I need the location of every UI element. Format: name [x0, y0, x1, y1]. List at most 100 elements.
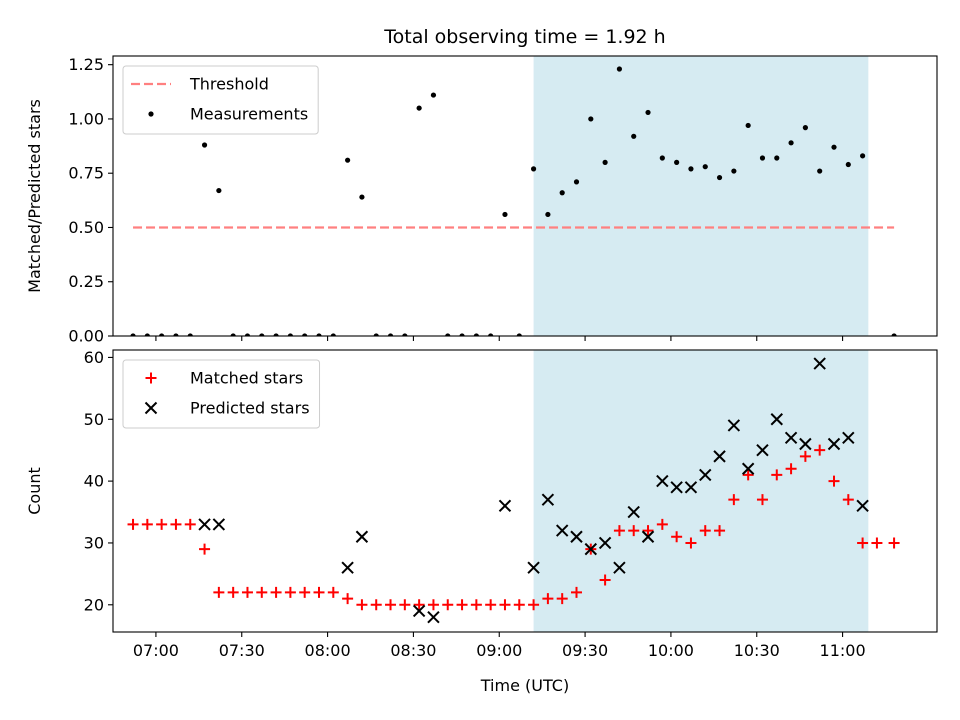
data-point: [341, 561, 354, 574]
x-tick-label: 10:00: [648, 641, 694, 660]
data-point: [702, 164, 708, 170]
data-point: [741, 462, 755, 475]
legend-label: Threshold: [189, 75, 269, 94]
chart-title: Total observing time = 1.92 h: [383, 26, 665, 48]
data-point: [570, 530, 583, 543]
legend: Matched stars Predicted stars: [122, 359, 321, 429]
x-tick-label: 07:30: [219, 641, 265, 660]
legend-marker: [148, 111, 154, 117]
data-point: [399, 599, 411, 611]
data-point: [659, 155, 665, 161]
data-point: [270, 586, 282, 598]
data-point: [430, 92, 437, 98]
data-point: [713, 450, 726, 463]
data-point: [316, 333, 322, 336]
x-tick-label: 09:30: [562, 641, 608, 660]
data-point: [571, 586, 582, 598]
panel-2: 07:00 07:30 08:00 08:30 09:00 09:30 10:00 10:30…: [25, 348, 938, 695]
data-point: [427, 610, 440, 624]
shaded-region: [533, 350, 869, 632]
data-point: [256, 586, 268, 598]
data-point: [127, 518, 139, 530]
data-point: [616, 66, 623, 72]
data-point: [427, 599, 439, 611]
data-point: [201, 142, 208, 148]
data-point: [528, 599, 540, 611]
data-point: [413, 599, 425, 611]
series-measurements: [130, 66, 897, 336]
data-point: [631, 133, 637, 139]
data-point: [212, 518, 226, 531]
data-point: [302, 333, 308, 336]
data-point: [170, 518, 182, 530]
data-point: [831, 144, 837, 150]
data-point: [613, 561, 626, 574]
data-point: [784, 431, 798, 445]
data-point: [559, 190, 565, 196]
panel-1: 0.00 0.25 0.50 0.75 1.00 1.25 Total observing …: [25, 26, 938, 346]
data-point: [788, 140, 794, 146]
x-tick-label: 08:30: [390, 641, 436, 660]
y-tick-label: 30: [84, 533, 104, 552]
y-tick-label: 40: [84, 472, 104, 491]
data-point: [688, 166, 694, 172]
y-tick-label: 60: [84, 348, 104, 367]
plot-area: [130, 66, 897, 336]
data-point: [412, 604, 426, 618]
data-point: [330, 333, 336, 336]
data-point: [184, 518, 196, 530]
data-point: [473, 333, 479, 336]
data-point: [770, 413, 783, 426]
data-point: [299, 586, 311, 598]
data-point: [814, 444, 826, 456]
data-point: [759, 155, 766, 161]
data-point: [502, 211, 508, 218]
data-point: [373, 333, 379, 336]
data-point: [545, 211, 551, 218]
data-point: [656, 518, 668, 530]
data-point: [541, 493, 555, 506]
x-tick-label: 07:00: [133, 641, 179, 660]
data-point: [699, 468, 712, 482]
data-point: [516, 333, 522, 336]
data-point: [359, 194, 365, 200]
data-point: [144, 333, 150, 336]
data-point: [499, 599, 511, 611]
data-point: [727, 419, 741, 432]
data-point: [588, 116, 594, 122]
data-point: [459, 333, 465, 336]
data-point: [542, 593, 554, 605]
y-tick-label: 20: [84, 595, 104, 614]
data-point: [627, 505, 640, 519]
plot-area: [127, 357, 900, 624]
y-tick-label: 0.50: [68, 218, 104, 237]
x-tick-label: 09:00: [476, 641, 522, 660]
data-point: [442, 599, 454, 611]
data-point: [156, 518, 168, 530]
legend-label: Matched stars: [190, 369, 303, 388]
y-tick-label: 50: [84, 410, 104, 429]
y-tick-label: 0.00: [68, 327, 104, 346]
data-point: [213, 586, 225, 598]
data-point: [273, 333, 279, 336]
legend-marker: [144, 401, 158, 415]
data-point: [684, 481, 698, 494]
series-predicted-stars: [198, 357, 869, 624]
data-point: [888, 537, 900, 549]
x-tick-label: 08:00: [305, 641, 351, 660]
legend-box: [122, 65, 319, 135]
data-point: [198, 518, 211, 531]
x-tick-label: 11:00: [820, 641, 866, 660]
x-tick-label: 10:30: [734, 641, 780, 660]
data-point: [842, 494, 854, 506]
axes-frame: [112, 55, 938, 337]
data-point: [598, 536, 612, 550]
data-point: [530, 166, 537, 172]
data-point: [284, 586, 296, 598]
data-point: [670, 481, 683, 494]
data-point: [385, 599, 397, 611]
legend: Threshold Measurements: [122, 65, 319, 135]
data-point: [799, 450, 811, 462]
data-point: [241, 586, 253, 598]
